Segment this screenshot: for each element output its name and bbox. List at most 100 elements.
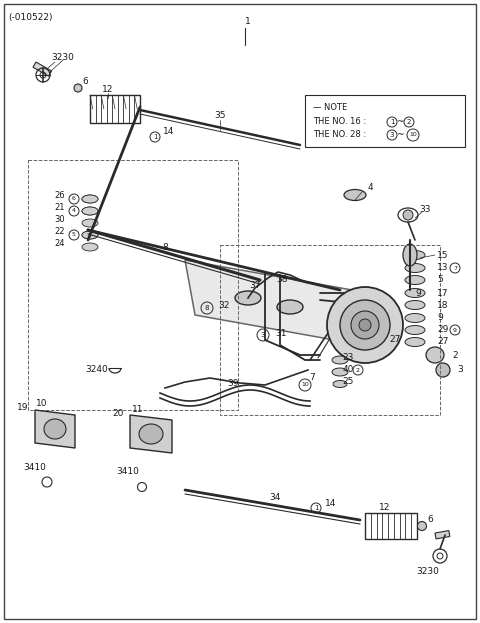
Text: (-010522): (-010522) [8, 13, 52, 22]
Ellipse shape [405, 300, 425, 310]
Text: 29: 29 [437, 325, 448, 335]
Bar [33, 62, 51, 76]
Circle shape [403, 210, 413, 220]
Text: THE NO. 16 :: THE NO. 16 : [313, 117, 366, 126]
Bar [28, 160, 238, 410]
Text: 36: 36 [364, 305, 376, 315]
Ellipse shape [403, 244, 417, 266]
Text: 7: 7 [309, 374, 315, 383]
Text: 12: 12 [379, 503, 391, 513]
Ellipse shape [82, 207, 98, 215]
Text: 14: 14 [325, 498, 336, 508]
Circle shape [418, 521, 427, 531]
Text: 1: 1 [153, 134, 157, 140]
Bar [365, 513, 417, 539]
Polygon shape [185, 260, 390, 350]
Text: 8: 8 [162, 244, 168, 252]
Text: 15: 15 [437, 250, 448, 260]
Text: 27: 27 [389, 336, 401, 345]
Text: 13: 13 [437, 264, 448, 272]
Text: 39: 39 [227, 379, 239, 388]
Circle shape [359, 319, 371, 331]
Circle shape [340, 300, 390, 350]
Text: 1: 1 [390, 119, 394, 125]
Text: 2: 2 [407, 119, 411, 125]
Text: 24: 24 [55, 239, 65, 247]
Ellipse shape [82, 231, 98, 239]
Text: 5: 5 [437, 275, 443, 285]
Text: 3230: 3230 [51, 52, 74, 62]
Text: 12: 12 [102, 85, 114, 95]
Ellipse shape [82, 231, 98, 239]
Text: 3230: 3230 [417, 568, 439, 576]
Ellipse shape [82, 207, 98, 215]
Text: 14: 14 [163, 128, 174, 136]
Text: 3410: 3410 [117, 467, 139, 477]
Ellipse shape [277, 300, 303, 314]
Text: 4: 4 [367, 184, 373, 193]
Text: 10: 10 [409, 133, 417, 138]
Text: 1: 1 [245, 17, 251, 27]
Circle shape [74, 84, 82, 92]
Text: 18: 18 [437, 300, 448, 310]
Bar [220, 245, 440, 415]
Ellipse shape [333, 381, 347, 388]
Text: — NOTE: — NOTE [313, 103, 347, 112]
Text: 3240: 3240 [85, 366, 108, 374]
Text: 6: 6 [72, 196, 76, 201]
Text: 35: 35 [214, 112, 226, 120]
Ellipse shape [405, 275, 425, 285]
Text: 6: 6 [82, 77, 88, 87]
Ellipse shape [405, 250, 425, 260]
Circle shape [351, 311, 379, 339]
Text: ~: ~ [396, 118, 404, 126]
Text: 9: 9 [415, 288, 421, 298]
Text: 40: 40 [342, 366, 354, 374]
Circle shape [327, 287, 403, 363]
Text: ~: ~ [396, 130, 404, 140]
Text: 10: 10 [301, 383, 309, 388]
Ellipse shape [436, 363, 450, 377]
Text: 32: 32 [218, 300, 229, 310]
Text: 3: 3 [390, 132, 394, 138]
Text: 31: 31 [275, 328, 287, 338]
Text: 6: 6 [427, 515, 433, 525]
Bar [90, 95, 140, 123]
Ellipse shape [82, 195, 98, 203]
Text: 21: 21 [55, 202, 65, 211]
Ellipse shape [332, 356, 348, 364]
Ellipse shape [405, 325, 425, 335]
Ellipse shape [426, 347, 444, 363]
Ellipse shape [405, 338, 425, 346]
Text: 7: 7 [453, 265, 457, 270]
Text: 26: 26 [55, 191, 65, 199]
Text: 1: 1 [314, 505, 318, 511]
Bar [435, 531, 450, 539]
Text: 2: 2 [356, 368, 360, 373]
Text: 34: 34 [269, 493, 281, 502]
Ellipse shape [405, 264, 425, 272]
Text: 3: 3 [261, 332, 265, 338]
Ellipse shape [139, 424, 163, 444]
Ellipse shape [344, 189, 366, 201]
Ellipse shape [82, 219, 98, 227]
Ellipse shape [332, 368, 348, 376]
Text: 23: 23 [342, 353, 354, 363]
Text: 8: 8 [205, 305, 209, 311]
Text: 4: 4 [72, 209, 76, 214]
Text: 27: 27 [437, 338, 448, 346]
Text: 30: 30 [55, 214, 65, 224]
Ellipse shape [44, 419, 66, 439]
Text: 10: 10 [36, 399, 48, 409]
Text: 5: 5 [72, 232, 76, 237]
Bar [305, 95, 465, 147]
Text: 17: 17 [437, 288, 448, 298]
Text: 3410: 3410 [24, 464, 47, 472]
Text: 3: 3 [457, 366, 463, 374]
Text: 25: 25 [342, 378, 354, 386]
Text: 11: 11 [132, 404, 144, 414]
Text: 33: 33 [419, 206, 431, 214]
Text: 22: 22 [55, 227, 65, 235]
Text: 37: 37 [249, 280, 261, 290]
Ellipse shape [82, 243, 98, 251]
